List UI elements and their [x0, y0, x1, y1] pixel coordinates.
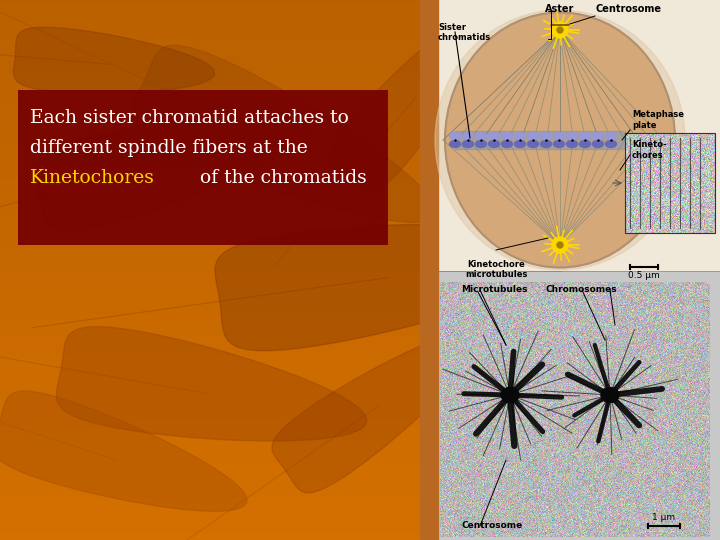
Ellipse shape [593, 132, 603, 139]
Ellipse shape [606, 140, 616, 147]
Circle shape [552, 22, 568, 38]
Polygon shape [132, 45, 436, 222]
Polygon shape [56, 327, 366, 441]
Polygon shape [32, 112, 310, 231]
Ellipse shape [502, 140, 513, 147]
Ellipse shape [435, 10, 685, 270]
Ellipse shape [475, 132, 487, 139]
Ellipse shape [475, 140, 487, 147]
Ellipse shape [449, 132, 461, 139]
Text: Centrosome: Centrosome [461, 521, 522, 530]
Polygon shape [0, 391, 247, 511]
Text: 1 μm: 1 μm [652, 513, 675, 522]
Ellipse shape [449, 140, 461, 147]
Text: of the chromatids: of the chromatids [194, 169, 367, 187]
Bar [455, 131, 625, 149]
Polygon shape [272, 330, 484, 493]
Ellipse shape [502, 132, 513, 139]
Text: Kinetochores: Kinetochores [30, 169, 155, 187]
Text: Metaphase
plate: Metaphase plate [632, 110, 684, 130]
Circle shape [557, 27, 563, 33]
Text: Centrosome: Centrosome [595, 4, 661, 14]
Text: Aster: Aster [545, 4, 575, 14]
Ellipse shape [593, 140, 603, 147]
Text: Sister
chromatids: Sister chromatids [438, 23, 491, 43]
Ellipse shape [541, 132, 552, 139]
Ellipse shape [515, 140, 526, 147]
Ellipse shape [554, 132, 564, 139]
Ellipse shape [515, 132, 526, 139]
Ellipse shape [462, 140, 474, 147]
Text: Kinetochore
microtubules: Kinetochore microtubules [465, 260, 527, 279]
Bar [438, 272, 720, 540]
Bar [420, 0, 438, 540]
FancyBboxPatch shape [18, 90, 388, 245]
Ellipse shape [580, 132, 590, 139]
Ellipse shape [601, 388, 619, 402]
Ellipse shape [606, 132, 616, 139]
Text: 0.5 μm: 0.5 μm [628, 271, 660, 280]
Text: Kineto-
chores: Kineto- chores [632, 140, 667, 160]
Polygon shape [330, 8, 492, 192]
Ellipse shape [462, 132, 474, 139]
Ellipse shape [528, 132, 539, 139]
Ellipse shape [541, 140, 552, 147]
Ellipse shape [567, 132, 577, 139]
Polygon shape [215, 224, 577, 350]
Ellipse shape [501, 388, 519, 402]
Text: different spindle fibers at the: different spindle fibers at the [30, 139, 307, 157]
Polygon shape [14, 27, 215, 93]
Text: Each sister chromatid attaches to: Each sister chromatid attaches to [30, 109, 349, 127]
Bar [625, 133, 715, 233]
Ellipse shape [567, 140, 577, 147]
Bar [438, 0, 720, 270]
Circle shape [557, 242, 563, 248]
Ellipse shape [488, 132, 500, 139]
Ellipse shape [488, 140, 500, 147]
Circle shape [552, 237, 568, 253]
Ellipse shape [580, 140, 590, 147]
Ellipse shape [554, 140, 564, 147]
Ellipse shape [528, 140, 539, 147]
Ellipse shape [445, 12, 675, 267]
Text: Chromosomes: Chromosomes [545, 285, 616, 294]
Text: Microtubules: Microtubules [461, 285, 528, 294]
